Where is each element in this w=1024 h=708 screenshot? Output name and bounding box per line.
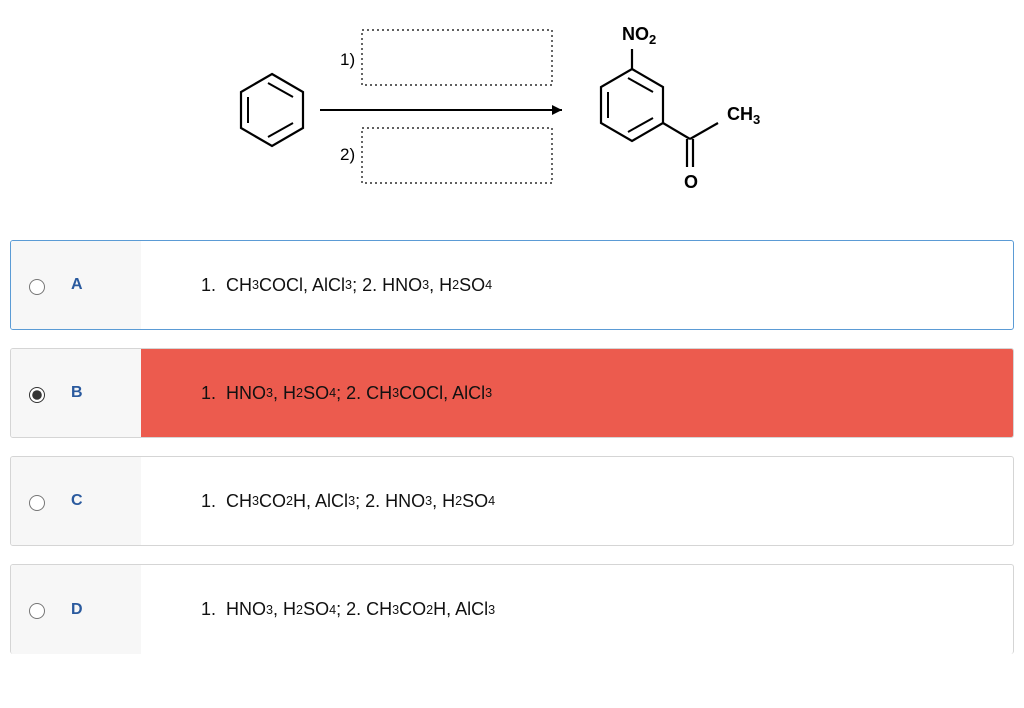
option-formula: 1. HNO3, H2SO4; 2. CH3COCl, AlCl3	[141, 349, 1013, 437]
answer-options: A1. CH3COCl, AlCl3; 2. HNO3, H2SO4B1. HN…	[10, 240, 1014, 654]
reagent-label-2: 2)	[340, 145, 355, 164]
option-letter: C	[61, 457, 141, 545]
radio-cell	[11, 565, 61, 654]
option-b[interactable]: B1. HNO3, H2SO4; 2. CH3COCl, AlCl3	[10, 348, 1014, 438]
benzene-start	[241, 74, 303, 146]
option-radio-b[interactable]	[29, 387, 45, 403]
radio-cell	[11, 349, 61, 437]
option-letter: D	[61, 565, 141, 654]
benzene-product	[601, 49, 718, 167]
o-label: O	[684, 172, 698, 192]
reagent-box-1	[362, 30, 552, 85]
option-radio-a[interactable]	[29, 279, 45, 295]
option-formula: 1. CH3CO2H, AlCl3; 2. HNO3, H2SO4	[141, 457, 1013, 545]
ch3-label: CH3	[727, 104, 760, 127]
option-formula: 1. CH3COCl, AlCl3; 2. HNO3, H2SO4	[141, 241, 1013, 329]
reaction-diagram: 1) 2) NO2 CH3 O	[10, 10, 1014, 210]
option-letter: B	[61, 349, 141, 437]
option-formula: 1. HNO3, H2SO4; 2. CH3CO2H, AlCl3	[141, 565, 1013, 654]
option-radio-c[interactable]	[29, 495, 45, 511]
radio-cell	[11, 241, 61, 329]
radio-cell	[11, 457, 61, 545]
option-c[interactable]: C1. CH3CO2H, AlCl3; 2. HNO3, H2SO4	[10, 456, 1014, 546]
option-letter: A	[61, 241, 141, 329]
option-a[interactable]: A1. CH3COCl, AlCl3; 2. HNO3, H2SO4	[10, 240, 1014, 330]
no2-label: NO2	[622, 24, 656, 47]
reaction-arrowhead	[552, 105, 562, 115]
option-radio-d[interactable]	[29, 603, 45, 619]
option-d[interactable]: D1. HNO3, H2SO4; 2. CH3CO2H, AlCl3	[10, 564, 1014, 654]
reagent-label-1: 1)	[340, 50, 355, 69]
reagent-box-2	[362, 128, 552, 183]
